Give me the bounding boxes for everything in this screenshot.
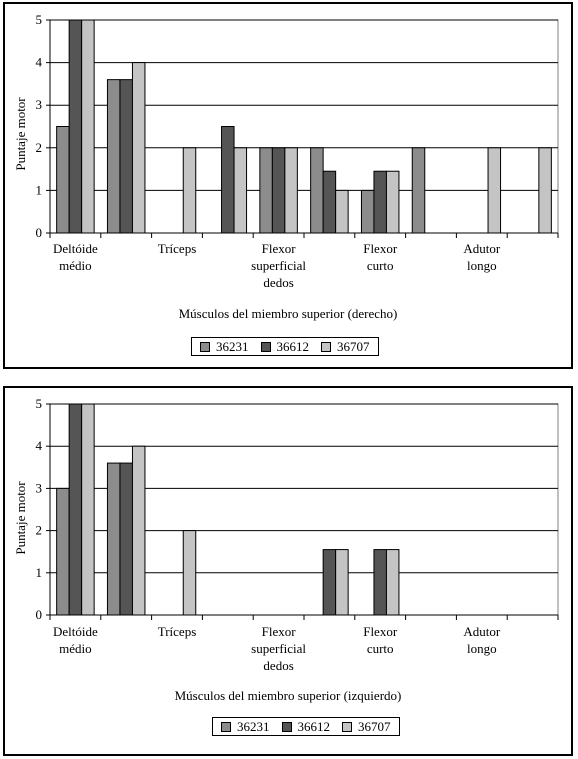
y-tick-label: 5 [36, 396, 43, 411]
y-axis-label: Puntaje motor [13, 481, 28, 555]
bar-36707 [284, 147, 298, 234]
y-tick-label: 2 [36, 523, 43, 538]
y-axis-label: Puntaje motor [13, 97, 28, 171]
x-category-label: Flexor curto [363, 241, 398, 273]
bar-36707 [385, 170, 400, 234]
legend-swatch [281, 721, 292, 732]
x-category-label: Tríceps [157, 624, 197, 639]
y-tick-label: 4 [36, 438, 43, 453]
bar-36707 [385, 549, 400, 616]
y-tick-label: 3 [36, 480, 43, 495]
x-category-label: Deltóide médio [53, 624, 98, 656]
bar-36231 [411, 147, 426, 234]
bar-36231 [360, 189, 375, 234]
legend: 36231 36612 36707 [212, 717, 400, 736]
bar-36612 [68, 19, 83, 234]
y-tick-label: 0 [36, 607, 43, 622]
bar-36707 [182, 530, 197, 616]
legend: 36231 36612 36707 [191, 337, 379, 356]
y-tick-label: 4 [36, 55, 43, 70]
x-category-label: Adutor longo [463, 241, 501, 273]
bar-36707 [131, 445, 146, 616]
x-category-label: Flexor superficial dedos [251, 241, 307, 290]
legend-item: 36231 [200, 339, 249, 355]
chart-panel-right: 0 1 2 3 4 5 Deltóide médio Tríceps Flexor superfi… [3, 2, 573, 369]
legend-item: 36612 [281, 718, 331, 735]
x-axis-label: Músculos del miembro superior (izquierdo… [174, 688, 402, 703]
legend-swatch [260, 341, 271, 352]
bar-36707 [182, 147, 197, 234]
y-tick-label: 1 [36, 565, 43, 580]
legend-label: 36612 [276, 338, 310, 354]
bar-36612 [119, 79, 133, 234]
y-tick-label: 2 [36, 140, 43, 155]
bar-36231 [259, 147, 273, 234]
bar-36707 [538, 147, 552, 234]
legend-swatch [200, 341, 210, 352]
y-tick-label: 1 [36, 182, 43, 197]
legend-label: 36707 [337, 338, 370, 354]
legend-item: 36707 [342, 719, 391, 735]
bar-36612 [68, 403, 83, 616]
bar-36707 [487, 147, 502, 234]
bar-36707 [233, 147, 248, 234]
bar-36707 [335, 549, 349, 616]
bar-36707 [81, 403, 95, 616]
y-tick-label: 3 [36, 97, 43, 112]
bar-36707 [131, 62, 146, 234]
bar-chart-left: 0 1 2 3 4 5 [36, 396, 559, 622]
bar-36231 [56, 487, 70, 616]
bar-36612 [322, 549, 337, 616]
legend-label: 36231 [216, 338, 249, 354]
chart-panel-left: 0 1 2 3 4 5 Deltóide médio Tríceps Flexor superfi… [3, 386, 573, 756]
legend-swatch [221, 721, 231, 732]
y-tick-label: 5 [36, 12, 43, 27]
legend-label: 36231 [237, 718, 270, 734]
x-category-label: Flexor superficial dedos [251, 624, 307, 673]
x-category-label: Flexor curto [363, 624, 398, 656]
legend-swatch [321, 341, 331, 352]
legend-label: 36707 [358, 718, 391, 734]
legend-label: 36612 [297, 718, 331, 734]
x-category-label: Tríceps [157, 241, 197, 256]
bar-36612 [221, 126, 235, 234]
bar-36707 [335, 189, 349, 234]
bar-36231 [310, 147, 324, 234]
bar-36231 [106, 79, 121, 234]
bar-36612 [271, 147, 286, 234]
legend-item: 36612 [260, 338, 310, 355]
bar-36231 [106, 462, 121, 616]
bar-36612 [373, 170, 387, 234]
y-tick-label: 0 [36, 225, 43, 240]
bar-chart-right: 0 1 2 3 4 5 [36, 12, 559, 240]
legend-swatch [342, 721, 352, 732]
legend-item: 36707 [321, 339, 370, 355]
bar-36612 [322, 170, 337, 234]
bar-36707 [81, 19, 95, 234]
legend-item: 36231 [221, 719, 270, 735]
bar-36612 [373, 549, 387, 616]
x-axis-label: Músculos del miembro superior (derecho) [178, 306, 398, 321]
x-category-label: Adutor longo [463, 624, 501, 656]
bar-36612 [119, 462, 133, 616]
bar-36231 [56, 126, 70, 234]
x-category-label: Deltóide médio [53, 241, 98, 273]
